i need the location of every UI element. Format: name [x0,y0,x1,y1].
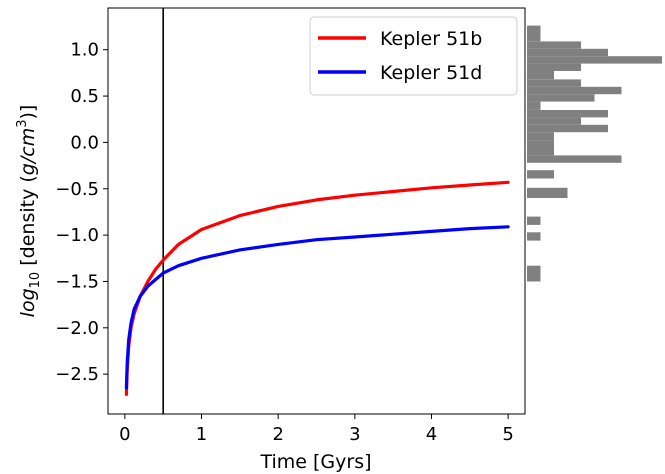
histogram-bar [527,140,554,148]
y-axis-label-subscript: 10 [28,272,43,289]
y-tick-label: −1.0 [55,225,99,246]
histogram-bar [527,48,608,57]
y-axis-ticks: −2.5 −2.0 −1.5 −1.0 −0.5 0.0 0.5 1.0 [55,40,108,385]
histogram-bar [527,110,608,118]
histogram-bar [527,155,622,163]
y-axis-label-unit: g/cm [17,128,39,175]
histogram-bar [527,25,541,33]
histogram-bar [527,216,541,225]
histogram-bar [527,101,541,110]
x-tick-label: 0 [119,424,130,445]
y-tick-label: −1.5 [55,271,99,292]
histogram-bar [527,86,622,95]
series-layer [124,180,510,397]
histogram-bar [527,56,662,64]
x-tick-label: 4 [426,424,437,445]
histogram-bar [527,124,608,133]
histogram-bar [527,71,554,80]
x-tick-label: 5 [502,424,513,445]
histogram-bar [527,170,554,179]
y-tick-label: 0.0 [70,132,99,153]
y-tick-label: 0.5 [70,86,99,107]
histogram-bar [527,63,581,71]
histogram-bar [527,79,581,87]
density-histogram [527,25,662,282]
y-tick-label: −0.5 [55,179,99,200]
histogram-bar [527,132,554,141]
y-tick-label: 1.0 [70,40,99,61]
histogram-bar [527,232,541,241]
x-tick-label: 2 [272,424,283,445]
legend-label-kepler-51b: Kepler 51b [380,28,482,50]
x-axis-label: Time [Gyrs] [259,451,371,473]
plot-frame [107,7,526,415]
histogram-bar [527,41,581,49]
histogram-bar [527,187,568,198]
y-axis-label: log10 [density (g/cm3)] [15,105,43,318]
legend-label-kepler-51d: Kepler 51d [380,62,482,84]
y-axis-label-prefix: log [17,288,39,317]
y-axis-label-suffix: )] [17,105,39,120]
y-tick-label: −2.0 [55,318,99,339]
y-axis-label-exponent: 3 [15,120,30,128]
histogram-bar [527,265,541,282]
histogram-bar [527,33,541,42]
x-axis-ticks: 0 1 2 3 4 5 [119,414,514,445]
x-tick-label: 3 [349,424,360,445]
y-axis-label-middle: [density ( [17,175,39,272]
legend: Kepler 51b Kepler 51d [309,16,518,96]
histogram-bar [527,94,595,102]
series-line-kepler-51d [124,225,510,390]
x-tick-label: 1 [196,424,207,445]
y-tick-label: −2.5 [55,364,99,385]
histogram-bar [527,117,581,125]
histogram-bar [527,148,554,156]
